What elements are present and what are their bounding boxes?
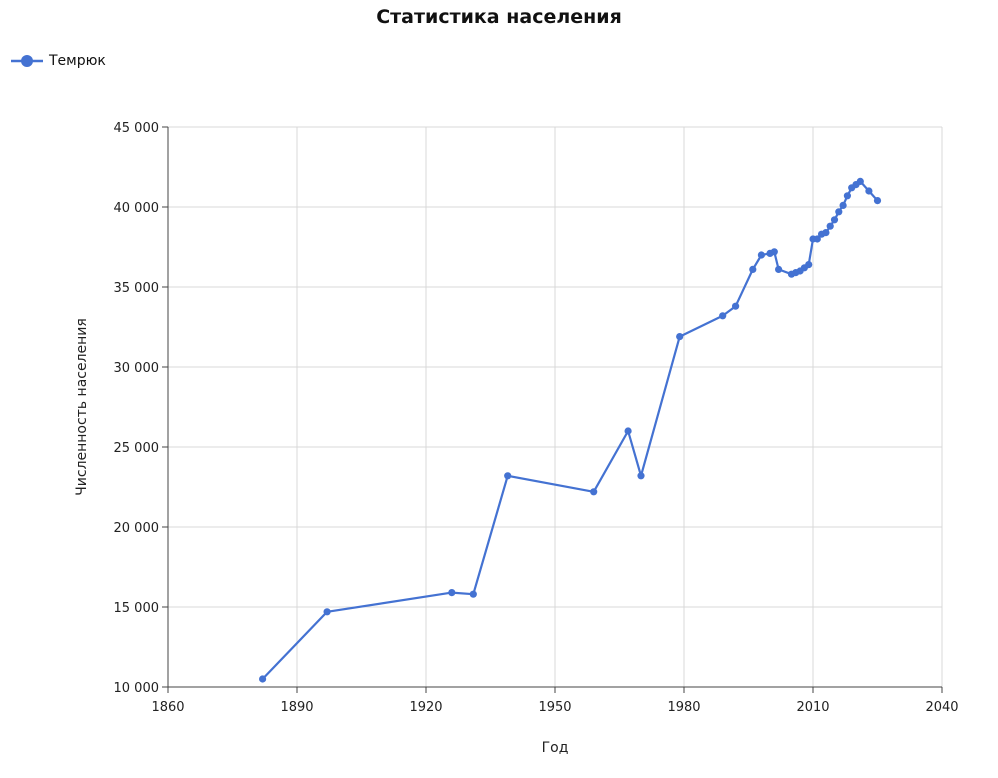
data-point[interactable] (469, 590, 477, 598)
data-point[interactable] (637, 472, 645, 480)
data-point[interactable] (873, 197, 882, 205)
data-point[interactable] (448, 589, 456, 597)
legend-label: Темрюк (49, 53, 106, 69)
x-tick-label: 2040 (925, 700, 958, 715)
y-tick-label: 30 000 (114, 361, 160, 376)
y-tick-label: 45 000 (114, 121, 160, 136)
x-tick-label: 1950 (538, 700, 571, 715)
data-point[interactable] (590, 488, 598, 496)
axes: 1860 1890 1920 1950 1980 2010 2040 10 000 15 000… (114, 121, 959, 715)
data-point[interactable] (757, 251, 766, 259)
data-point[interactable] (805, 261, 813, 269)
y-tick-label: 35 000 (114, 281, 160, 296)
y-tick-label: 15 000 (114, 601, 160, 616)
x-tick-label: 1890 (280, 700, 313, 715)
data-point[interactable] (835, 208, 843, 216)
data-point[interactable] (843, 192, 852, 200)
data-point[interactable] (732, 302, 740, 310)
chart-title: Статистика населения (376, 6, 622, 28)
data-point[interactable] (775, 265, 783, 273)
data-point[interactable] (826, 222, 834, 230)
x-tick-label: 1920 (409, 700, 442, 715)
y-tick-label: 25 000 (114, 441, 160, 456)
x-tick-label: 2010 (796, 700, 829, 715)
y-tick-label: 20 000 (114, 521, 160, 536)
data-point[interactable] (770, 248, 778, 256)
data-point[interactable] (504, 472, 512, 480)
data-point[interactable] (813, 235, 821, 243)
data-point[interactable] (719, 312, 727, 320)
x-axis-title: Год (542, 740, 569, 756)
data-point[interactable] (839, 201, 847, 209)
data-point[interactable] (830, 216, 839, 224)
data-point[interactable] (259, 675, 267, 683)
data-point[interactable] (624, 427, 632, 435)
data-point[interactable] (676, 333, 684, 341)
x-tick-label: 1980 (667, 700, 700, 715)
series-line (261, 180, 879, 680)
x-tick-label: 1860 (151, 700, 184, 715)
y-axis-title: Численность населения (74, 318, 90, 496)
y-tick-label: 40 000 (114, 201, 160, 216)
data-point[interactable] (749, 265, 757, 273)
legend-item-temryuk[interactable]: Темрюк (10, 51, 106, 71)
data-point[interactable] (856, 177, 864, 185)
data-point[interactable] (822, 229, 830, 237)
grid (167, 126, 943, 688)
data-point[interactable] (323, 608, 331, 616)
legend-swatch-icon (11, 55, 43, 67)
data-point[interactable] (865, 187, 873, 195)
y-tick-label: 10 000 (114, 681, 160, 696)
series-temryuk (259, 177, 882, 683)
